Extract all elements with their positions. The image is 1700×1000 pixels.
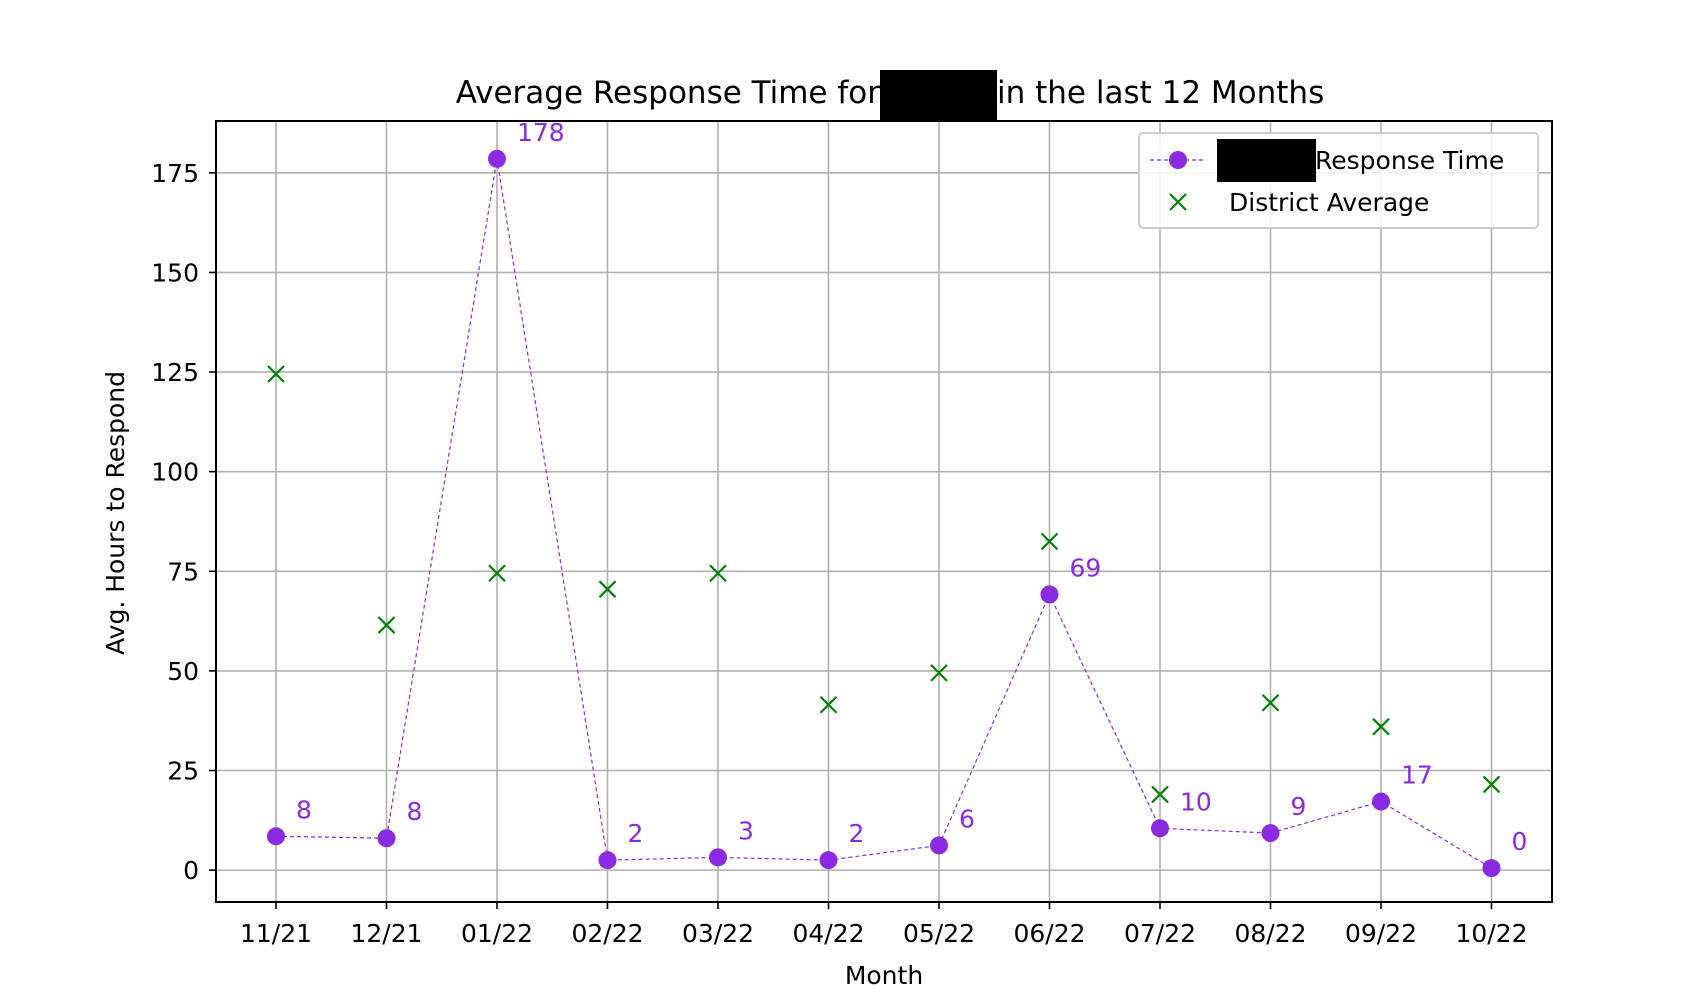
- y-tick-label: 150: [151, 258, 199, 287]
- response-time-point: [598, 851, 617, 870]
- response-time-data-label: 2: [849, 819, 865, 848]
- district-average-point: [1261, 693, 1280, 712]
- district-average-point: [377, 616, 396, 634]
- x-tick-label: 05/22: [903, 919, 975, 948]
- district-average-point: [1151, 785, 1169, 804]
- response-time-point: [930, 836, 948, 855]
- grid-lines: [216, 121, 1552, 902]
- response-time-data-label: 10: [1180, 787, 1212, 816]
- x-tick-label: 12/21: [350, 919, 422, 948]
- response-time-data-label: 69: [1070, 553, 1102, 582]
- response-time-point: [1151, 819, 1169, 838]
- x-axis-ticks: 11/21 12/21 01/22 02/22 03/22 04/22 05/22 06/22…: [240, 902, 1528, 948]
- district-average-point: [488, 564, 506, 583]
- response-time-data-label: 17: [1401, 761, 1433, 790]
- x-tick-label: 11/21: [240, 919, 312, 948]
- district-average-point: [930, 664, 948, 682]
- response-time-data-label: 9: [1291, 792, 1307, 821]
- response-time-point: [819, 851, 838, 870]
- district-average-point: [1482, 775, 1501, 794]
- response-time-line: [275, 158, 1492, 869]
- response-time-point: [488, 149, 506, 168]
- y-axis-title: Avg. Hours to Respond: [101, 371, 130, 655]
- x-tick-label: 07/22: [1124, 919, 1196, 948]
- response-time-point: [1040, 585, 1059, 604]
- y-tick-label: 75: [167, 557, 199, 586]
- chart-title-part-1: Average Response Time for: [456, 75, 880, 111]
- district-average-point: [1372, 717, 1390, 736]
- response-time-point: [1482, 859, 1501, 878]
- x-tick-label: 09/22: [1345, 919, 1417, 948]
- x-tick-label: 10/22: [1455, 919, 1527, 948]
- response-time-data-label: 8: [407, 797, 423, 826]
- y-tick-label: 125: [151, 358, 199, 387]
- plot-area-frame: [215, 120, 1553, 903]
- chart-title-part-2: in the last 12 Months: [997, 75, 1324, 111]
- x-tick-label: 03/22: [682, 919, 754, 948]
- y-tick-label: 50: [167, 657, 199, 686]
- y-tick-label: 25: [167, 757, 199, 786]
- district-average-point: [598, 580, 617, 598]
- response-time-point: [267, 827, 285, 846]
- x-tick-label: 06/22: [1013, 919, 1085, 948]
- district-average-point: [1040, 532, 1059, 551]
- legend-response-time-marker: [1169, 151, 1187, 169]
- x-axis-title: Month: [845, 961, 923, 990]
- y-axis-ticks: 0 25 50 75 100 125 150 175: [151, 159, 216, 885]
- response-time-data-label: 8: [296, 795, 312, 824]
- response-time-data-label: 178: [517, 118, 565, 147]
- response-time-data-label: 2: [628, 819, 644, 848]
- district-average-point: [709, 564, 727, 583]
- x-tick-label: 08/22: [1234, 919, 1306, 948]
- response-time-data-label: 0: [1512, 827, 1528, 856]
- legend-redaction-box: [1217, 139, 1316, 182]
- y-tick-label: 175: [151, 159, 199, 188]
- response-time-data-label: 3: [738, 816, 754, 845]
- x-tick-label: 01/22: [461, 919, 533, 948]
- legend-district-average-marker: [1169, 193, 1187, 211]
- response-time-point: [709, 848, 727, 867]
- x-tick-label: 02/22: [571, 919, 643, 948]
- title-redaction-box: [880, 70, 997, 120]
- plot-series: 8 8 178 2 3 2 6 69 10 9 17 0: [267, 118, 1528, 878]
- district-average-point: [267, 365, 285, 383]
- legend: Response Time District Average: [1138, 132, 1539, 229]
- y-tick-label: 0: [183, 856, 199, 885]
- response-time-point: [1372, 792, 1390, 811]
- legend-district-average-label: District Average: [1229, 188, 1429, 217]
- x-tick-label: 04/22: [792, 919, 864, 948]
- y-tick-label: 100: [151, 458, 199, 487]
- response-time-point: [1261, 824, 1280, 843]
- response-time-point: [377, 829, 396, 848]
- legend-response-time-label: Response Time: [1315, 146, 1504, 175]
- district-average-point: [819, 695, 838, 714]
- response-time-data-label: 6: [959, 804, 975, 833]
